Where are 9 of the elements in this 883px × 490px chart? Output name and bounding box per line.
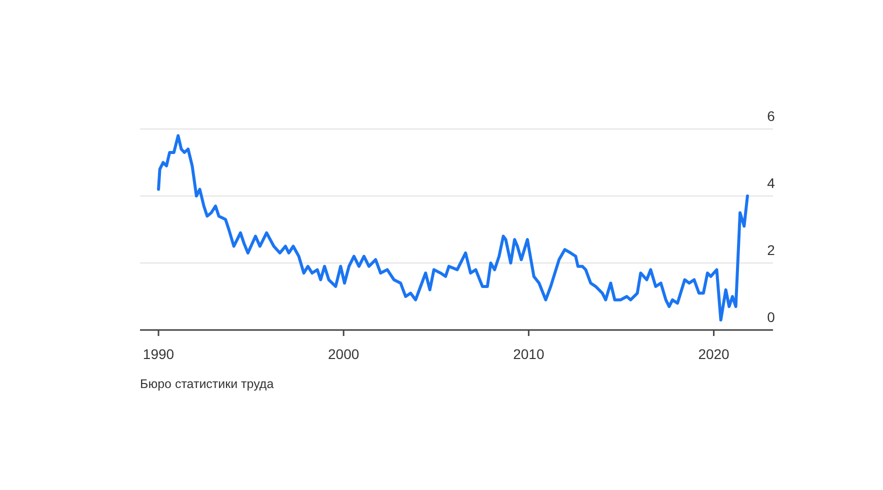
- x-tick-label: 2000: [328, 346, 360, 362]
- text: Бюро статистики труда: [140, 377, 274, 391]
- y-tick-label: 2: [767, 242, 776, 258]
- x-tick-label: 2020: [698, 346, 730, 362]
- y-tick-label: 6: [767, 108, 776, 124]
- x-tick-label: 2010: [513, 346, 544, 362]
- y-tick-label: 4: [767, 175, 776, 191]
- x-tick-label: 1990: [142, 346, 174, 362]
- y-tick-label: 0: [767, 309, 776, 325]
